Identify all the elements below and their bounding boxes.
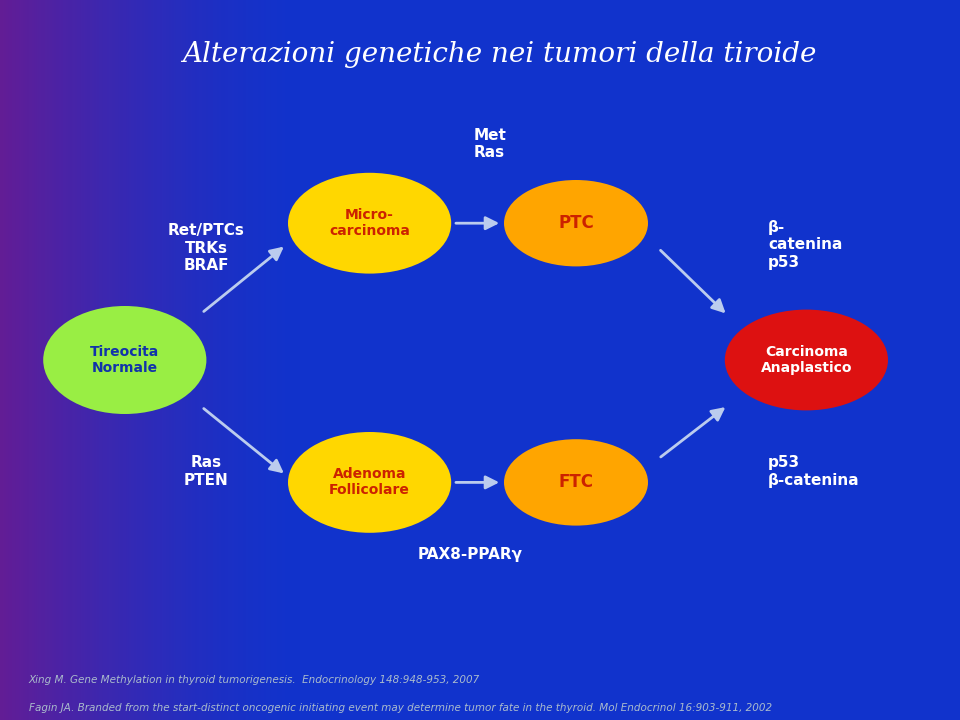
Text: Met
Ras: Met Ras	[473, 127, 506, 161]
Text: Alterazioni genetiche nei tumori della tiroide: Alterazioni genetiche nei tumori della t…	[182, 40, 816, 68]
Text: p53
β-catenina: p53 β-catenina	[768, 456, 859, 488]
Ellipse shape	[725, 310, 888, 410]
Text: Carcinoma
Anaplastico: Carcinoma Anaplastico	[760, 345, 852, 375]
Text: Fagin JA. Branded from the start-distinct oncogenic initiating event may determi: Fagin JA. Branded from the start-distinc…	[29, 703, 772, 713]
Text: Ret/PTCs
TRKs
BRAF: Ret/PTCs TRKs BRAF	[168, 223, 245, 274]
Text: Xing M. Gene Methylation in thyroid tumorigenesis.  Endocrinology 148:948-953, 2: Xing M. Gene Methylation in thyroid tumo…	[29, 675, 480, 685]
Ellipse shape	[288, 173, 451, 274]
Text: β-
catenina
p53: β- catenina p53	[768, 220, 842, 270]
Ellipse shape	[288, 432, 451, 533]
Text: Adenoma
Follicolare: Adenoma Follicolare	[329, 467, 410, 498]
Text: FTC: FTC	[559, 474, 593, 491]
Ellipse shape	[43, 306, 206, 414]
Text: Micro-
carcinoma: Micro- carcinoma	[329, 208, 410, 238]
Text: Ras
PTEN: Ras PTEN	[184, 456, 228, 488]
Text: PAX8-PPARγ: PAX8-PPARγ	[418, 547, 523, 562]
Text: Tireocita
Normale: Tireocita Normale	[90, 345, 159, 375]
Ellipse shape	[504, 180, 648, 266]
Ellipse shape	[504, 439, 648, 526]
Text: PTC: PTC	[558, 215, 594, 232]
